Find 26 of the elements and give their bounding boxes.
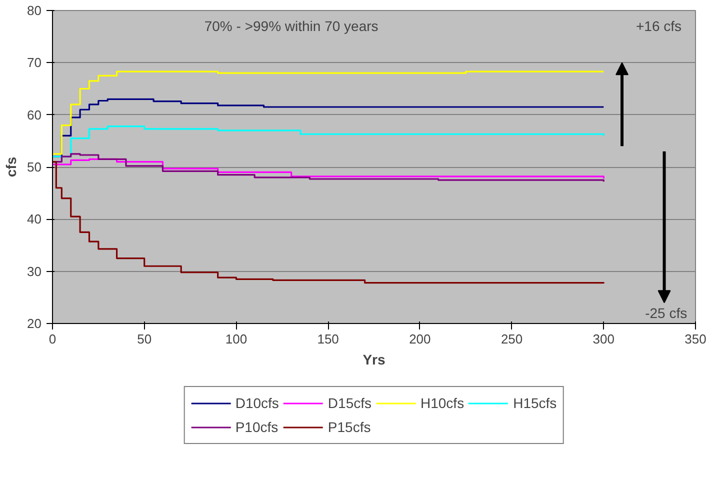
annotation: +16 cfs [636, 18, 682, 34]
x-tick-label: 350 [684, 332, 706, 346]
x-tick-label: 100 [225, 332, 248, 346]
x-tick-label: 250 [500, 332, 523, 346]
y-tick-label: 60 [27, 107, 42, 122]
y-tick-label: 80 [27, 3, 42, 18]
annotation: -25 cfs [645, 305, 688, 322]
x-tick-label: 150 [317, 332, 339, 346]
y-tick-label: 20 [27, 316, 42, 331]
y-tick-label: 30 [27, 264, 42, 279]
y-tick-label: 70 [27, 55, 42, 70]
y-axis-title: cfs [3, 156, 20, 178]
x-axis-title: Yrs [362, 352, 386, 368]
x-tick-label: 50 [137, 332, 152, 346]
x-tick-label: 200 [409, 332, 431, 346]
legend-label: D15cfs [328, 395, 372, 411]
legend-label: P10cfs [235, 419, 278, 435]
legend-label: P15cfs [328, 419, 371, 435]
x-tick-label: 300 [592, 332, 614, 346]
y-tick-label: 50 [27, 160, 42, 174]
x-tick-label: 0 [48, 332, 56, 346]
legend-label: D10cfs [235, 395, 279, 411]
legend-label: H15cfs [513, 395, 557, 411]
y-tick-label: 40 [27, 212, 42, 227]
annotation: 70% - >99% within 70 years [204, 18, 378, 34]
legend-label: H10cfs [420, 395, 464, 411]
